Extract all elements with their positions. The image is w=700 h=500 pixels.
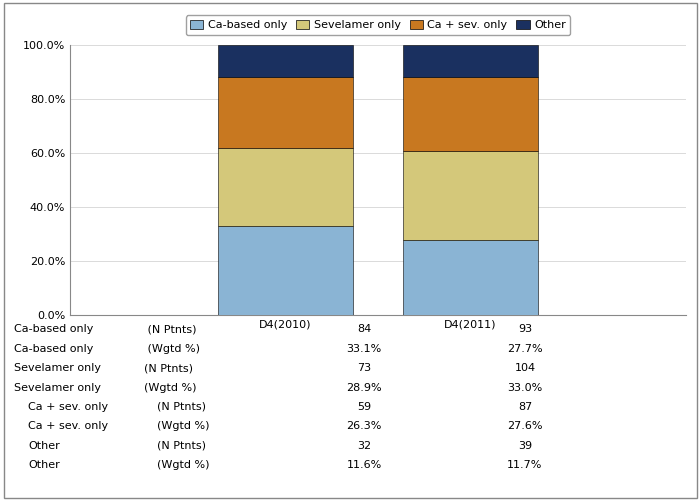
Text: 26.3%: 26.3% [346, 422, 382, 432]
Text: Ca + sev. only: Ca + sev. only [28, 422, 108, 432]
Text: 32: 32 [357, 441, 371, 451]
Text: Ca-based only: Ca-based only [14, 324, 93, 334]
Text: Sevelamer only: Sevelamer only [14, 382, 101, 392]
Bar [402, 151, 538, 240]
Text: (N Ptnts): (N Ptnts) [158, 402, 206, 412]
Text: 59: 59 [357, 402, 371, 412]
Text: 11.6%: 11.6% [346, 460, 382, 470]
Text: (N Ptnts): (N Ptnts) [144, 324, 196, 334]
Bar [402, 76, 538, 151]
Text: 93: 93 [518, 324, 532, 334]
Text: (N Ptnts): (N Ptnts) [158, 441, 206, 451]
Text: 73: 73 [357, 363, 371, 373]
Text: 39: 39 [518, 441, 532, 451]
Text: Other: Other [28, 441, 60, 451]
Text: 27.7%: 27.7% [508, 344, 542, 353]
Text: 28.9%: 28.9% [346, 382, 382, 392]
Text: (Wgtd %): (Wgtd %) [144, 344, 200, 353]
Text: 87: 87 [518, 402, 532, 412]
Bar [402, 45, 538, 76]
Bar [218, 148, 354, 226]
Text: (N Ptnts): (N Ptnts) [144, 363, 193, 373]
Text: 84: 84 [357, 324, 371, 334]
Bar [218, 226, 354, 315]
Text: Ca + sev. only: Ca + sev. only [28, 402, 108, 412]
Bar [402, 240, 538, 315]
Text: Sevelamer only: Sevelamer only [14, 363, 101, 373]
Text: 11.7%: 11.7% [508, 460, 542, 470]
Bar [218, 76, 354, 148]
Text: 27.6%: 27.6% [508, 422, 542, 432]
Text: (Wgtd %): (Wgtd %) [144, 382, 196, 392]
Text: Other: Other [28, 460, 60, 470]
Text: Ca-based only: Ca-based only [14, 344, 93, 353]
Text: (Wgtd %): (Wgtd %) [158, 422, 210, 432]
Legend: Ca-based only, Sevelamer only, Ca + sev. only, Other: Ca-based only, Sevelamer only, Ca + sev.… [186, 16, 570, 35]
Text: 104: 104 [514, 363, 536, 373]
Text: 33.1%: 33.1% [346, 344, 382, 353]
Bar [218, 46, 354, 76]
Text: (Wgtd %): (Wgtd %) [158, 460, 210, 470]
Text: 33.0%: 33.0% [508, 382, 542, 392]
